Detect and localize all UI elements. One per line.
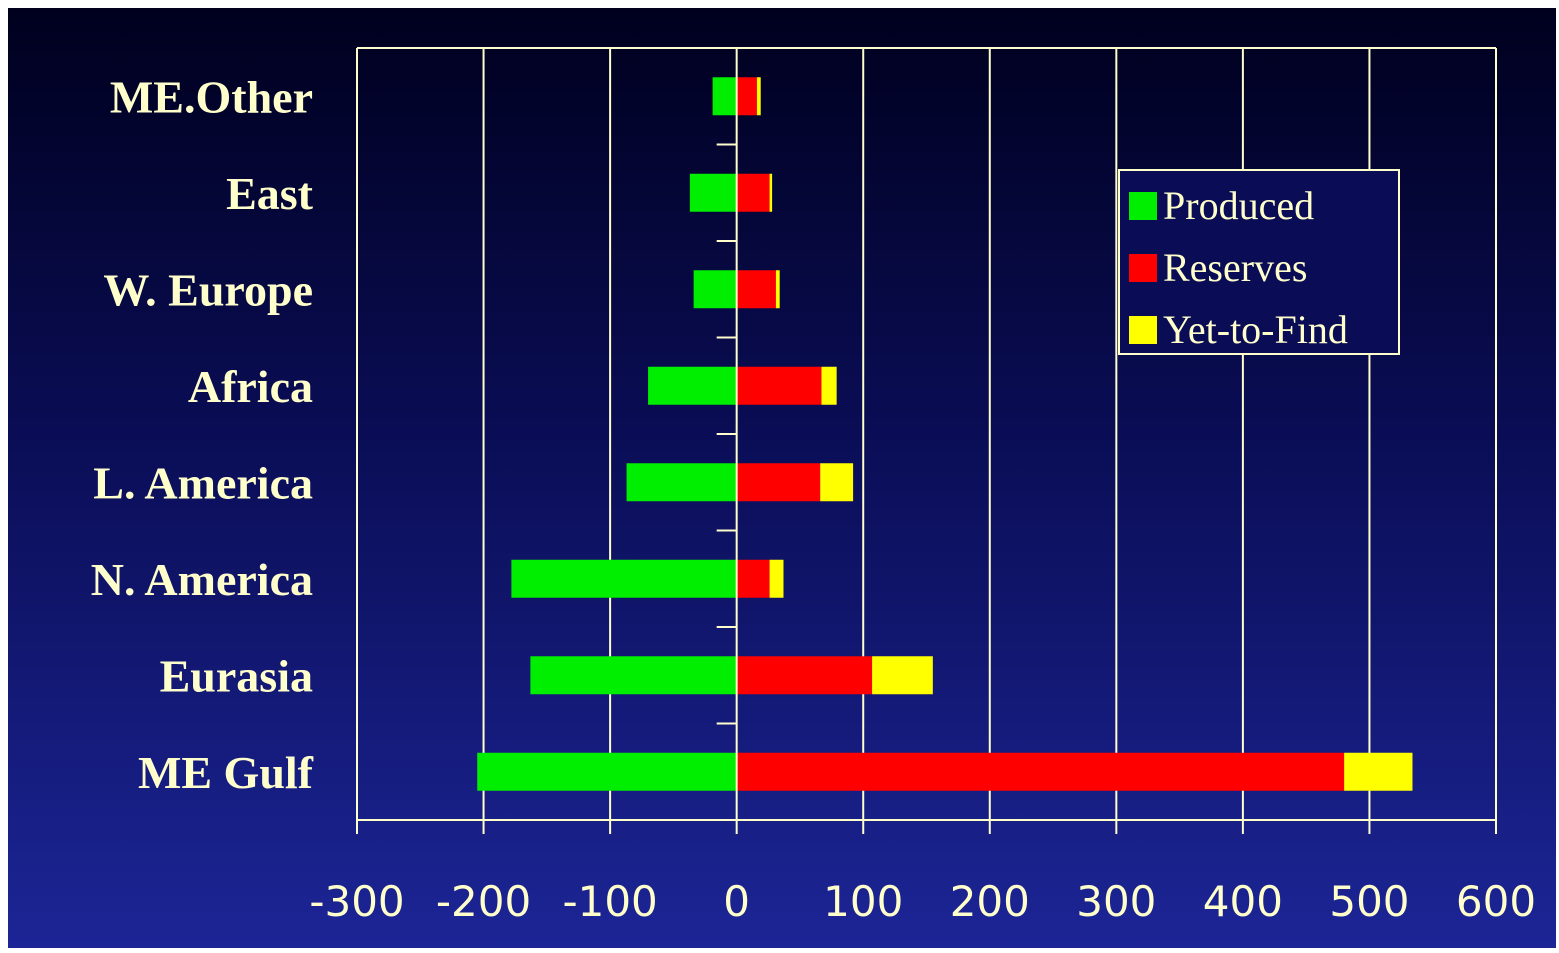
category-labels: ME Gulf Eurasia N. America L. America Africa… (91, 71, 314, 798)
bar-reserves (736, 656, 873, 695)
x-tick-label: -100 (562, 877, 657, 926)
axes (356, 47, 1497, 834)
bar-yet-to-find (821, 366, 837, 405)
bar-yet-to-find (769, 559, 784, 598)
bar-produced (648, 366, 737, 405)
bar-reserves (736, 270, 776, 309)
bar-produced (689, 173, 737, 212)
bar-yet-to-find (775, 270, 780, 309)
legend-swatch (1129, 192, 1157, 220)
chart-background: ME Gulf Eurasia N. America L. America Africa… (8, 8, 1556, 948)
bar-reserves (736, 77, 757, 116)
bar-produced (693, 270, 737, 309)
x-tick-label: 0 (723, 877, 750, 926)
x-tick-label: 500 (1329, 877, 1409, 926)
bar-produced (530, 656, 737, 695)
x-tick-label: 100 (823, 877, 903, 926)
bar-produced (511, 559, 737, 598)
bar-reserves (736, 463, 821, 502)
x-tick-label: 300 (1076, 877, 1156, 926)
legend-label: Reserves (1163, 245, 1307, 290)
bar-yet-to-find (756, 77, 761, 116)
bars (477, 77, 1413, 791)
x-tick-label: 400 (1203, 877, 1283, 926)
bar-yet-to-find (820, 463, 854, 502)
category-label: ME.Other (110, 71, 313, 122)
legend-label: Produced (1163, 183, 1314, 228)
category-label: East (226, 168, 314, 219)
legend-swatch (1129, 316, 1157, 344)
bar-yet-to-find (1344, 752, 1413, 791)
bar-reserves (736, 366, 822, 405)
legend-swatch (1129, 254, 1157, 282)
x-tick-label: 200 (950, 877, 1030, 926)
category-label: ME Gulf (138, 747, 314, 798)
bar-reserves (736, 752, 1345, 791)
bar-yet-to-find (872, 656, 933, 695)
legend-label: Yet-to-Find (1163, 307, 1348, 352)
legend-box (1118, 169, 1400, 355)
legend: Produced Reserves Yet-to-Find (1118, 169, 1400, 355)
category-label: L. America (93, 457, 313, 508)
x-tick-labels: -300 -200 -100 0 100 200 300 400 500 600 (309, 877, 1536, 926)
gridlines (356, 48, 1497, 820)
category-label: Eurasia (160, 650, 313, 701)
bar-produced (712, 77, 737, 116)
bar-reserves (736, 173, 770, 212)
category-label: Africa (188, 361, 313, 412)
category-label: N. America (91, 554, 313, 605)
bar-produced (477, 752, 737, 791)
bar-yet-to-find (769, 173, 773, 212)
stacked-bar-chart: ME Gulf Eurasia N. America L. America Africa… (91, 47, 1536, 926)
category-label: W. Europe (103, 264, 313, 315)
bar-reserves (736, 559, 770, 598)
bar-produced (626, 463, 737, 502)
x-tick-label: -200 (436, 877, 531, 926)
x-tick-label: 600 (1456, 877, 1536, 926)
x-tick-label: -300 (309, 877, 404, 926)
